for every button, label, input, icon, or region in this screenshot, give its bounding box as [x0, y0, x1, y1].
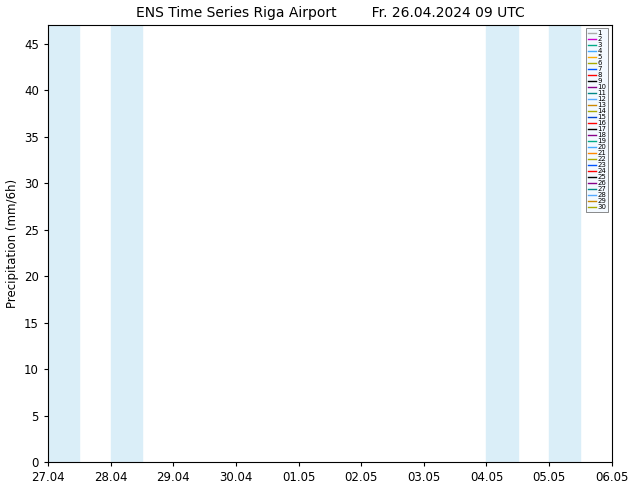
- Title: ENS Time Series Riga Airport        Fr. 26.04.2024 09 UTC: ENS Time Series Riga Airport Fr. 26.04.2…: [136, 5, 524, 20]
- Bar: [549, 25, 581, 463]
- Bar: [111, 25, 142, 463]
- Y-axis label: Precipitation (mm/6h): Precipitation (mm/6h): [6, 179, 18, 308]
- Bar: [48, 25, 79, 463]
- Legend: 1, 2, 3, 4, 5, 6, 7, 8, 9, 10, 11, 12, 13, 14, 15, 16, 17, 18, 19, 20, 21, 22, 2: 1, 2, 3, 4, 5, 6, 7, 8, 9, 10, 11, 12, 1…: [586, 28, 608, 212]
- Bar: [486, 25, 518, 463]
